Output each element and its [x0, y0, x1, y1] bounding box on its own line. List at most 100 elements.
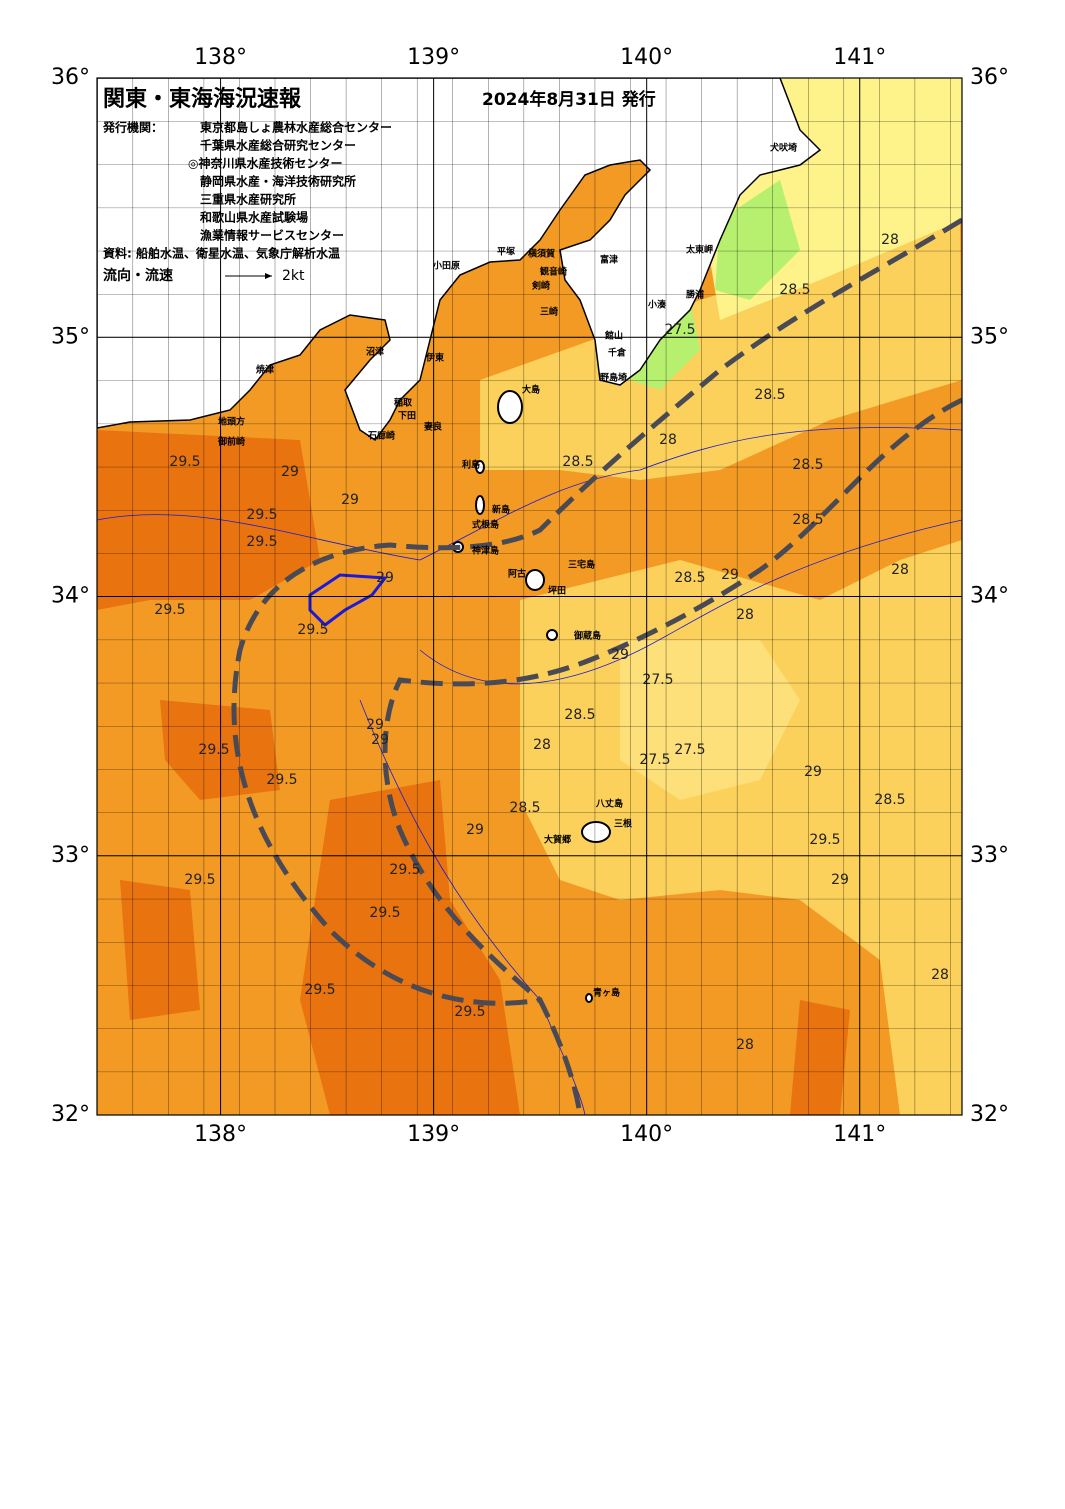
y-tick-label: 36° [970, 65, 1009, 90]
contour-label: 28 [533, 737, 551, 753]
contour-label: 29 [341, 492, 359, 508]
x-tick-label: 140° [620, 45, 673, 70]
x-tick-label: 138° [194, 1122, 247, 1147]
place-label: 富津 [600, 254, 618, 266]
contour-label: 27.5 [674, 742, 705, 758]
contour-label: 27.5 [642, 672, 673, 688]
place-label: 大島 [522, 384, 540, 396]
contour-label: 29.5 [297, 622, 328, 638]
contour-label: 28.5 [674, 570, 705, 586]
place-label: 剣崎 [531, 280, 550, 292]
contour-label: 29 [371, 732, 389, 748]
contour-label: 29 [721, 567, 739, 583]
flow-scale: 2kt [282, 268, 305, 284]
place-label: 小湊 [647, 299, 667, 311]
place-label: 焼津 [256, 364, 274, 376]
date: 2024年8月31日 発行 [482, 89, 656, 110]
contour-label: 29.5 [154, 602, 185, 618]
place-label: 小田原 [432, 260, 460, 272]
place-label: 式根島 [472, 519, 499, 531]
issuer: 静岡県水産・海洋技術研究所 [200, 174, 356, 189]
y-tick-label: 33° [970, 843, 1009, 868]
contour-label: 28 [736, 607, 754, 623]
contour-label: 29.5 [266, 772, 297, 788]
contour-label: 28.5 [562, 454, 593, 470]
place-label: 妻良 [424, 421, 442, 433]
issuer-label: 発行機関： [102, 120, 163, 135]
contour-label: 29 [366, 717, 384, 733]
contour-label: 28 [931, 967, 949, 983]
place-label: 三根 [614, 818, 633, 830]
issuer: 和歌山県水産試験場 [199, 210, 308, 225]
x-tick-label: 140° [620, 1122, 673, 1147]
x-tick-label: 141° [833, 45, 886, 70]
x-tick-label: 138° [194, 45, 247, 70]
place-label: 三崎 [540, 306, 558, 318]
contour-label: 29.5 [169, 454, 200, 470]
place-label: 神津島 [472, 545, 499, 557]
contour-label: 28 [881, 232, 899, 248]
place-label: 石廊崎 [367, 430, 395, 442]
issuer: 三重県水産研究所 [200, 192, 296, 207]
contour-label: 28 [659, 432, 677, 448]
contour-label: 29 [831, 872, 849, 888]
y-tick-label: 35° [970, 324, 1009, 349]
place-label: 野島埼 [600, 372, 627, 384]
contour-label: 29.5 [389, 862, 420, 878]
contour-label: 28.5 [564, 707, 595, 723]
place-label: 利島 [461, 459, 480, 471]
place-label: 沼津 [366, 346, 384, 358]
contour-label: 28 [891, 562, 909, 578]
contour-label: 27.5 [664, 322, 695, 338]
source: 資料: 船舶水温、衛星水温、気象庁解析水温 [103, 246, 340, 261]
contour-label: 29.5 [369, 905, 400, 921]
y-tick-label: 33° [51, 843, 90, 868]
place-label: 稲取 [394, 397, 413, 409]
place-label: 太東岬 [685, 244, 713, 256]
contour-label: 27.5 [639, 752, 670, 768]
place-label: 千倉 [608, 347, 627, 359]
contour-label: 29.5 [809, 832, 840, 848]
contour-label: 28.5 [779, 282, 810, 298]
place-label: 大賀郷 [544, 834, 571, 846]
y-tick-label: 36° [51, 65, 90, 90]
y-tick-label: 32° [51, 1102, 90, 1127]
flow-label: 流向・流速 [103, 267, 173, 284]
y-tick-label: 34° [970, 584, 1009, 609]
place-label: 下田 [398, 411, 416, 422]
place-label: 伊東 [425, 352, 444, 364]
place-label: 阿古 [508, 568, 526, 580]
place-label: 地頭方 [218, 416, 245, 428]
place-label: 八丈島 [595, 798, 623, 810]
title: 関東・東海海況速報 [103, 86, 302, 112]
place-label: 観音崎 [540, 266, 567, 278]
place-label: 坪田 [548, 585, 566, 597]
place-label: 勝浦 [686, 289, 704, 301]
contour-label: 29 [466, 822, 484, 838]
contour-label: 28.5 [754, 387, 785, 403]
contour-label: 29 [611, 647, 629, 663]
place-label: 新島 [492, 504, 510, 516]
place-label: 横須賀 [528, 248, 555, 260]
x-tick-label: 139° [407, 1122, 460, 1147]
contour-label: 28.5 [874, 792, 905, 808]
y-tick-label: 34° [51, 584, 90, 609]
contour-label: 28.5 [509, 800, 540, 816]
contour-label: 29 [281, 464, 299, 480]
x-tick-label: 139° [407, 45, 460, 70]
contour-label: 29.5 [184, 872, 215, 888]
place-label: 平塚 [497, 246, 515, 258]
contour-label: 29.5 [246, 534, 277, 550]
place-label: 犬吠埼 [769, 142, 797, 154]
y-tick-label: 35° [51, 324, 90, 349]
place-label: 御前崎 [217, 436, 245, 448]
y-tick-label: 32° [970, 1102, 1009, 1127]
place-label: 三宅島 [568, 559, 595, 571]
contour-label: 28.5 [792, 512, 823, 528]
contour-label: 29.5 [198, 742, 229, 758]
contour-label: 28 [736, 1037, 754, 1053]
issuer: 千葉県水産総合研究センター [200, 138, 356, 153]
flow-scale-head [265, 273, 272, 279]
issuer: 東京都島しょ農林水産総合センター [200, 120, 392, 135]
